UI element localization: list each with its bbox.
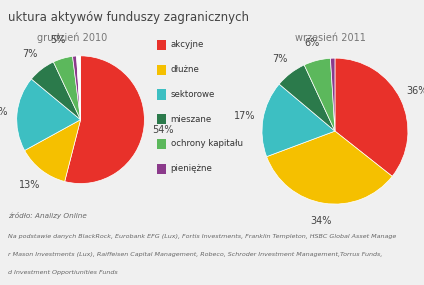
Text: ochrony kapitału: ochrony kapitału: [170, 139, 243, 148]
Wedge shape: [262, 84, 335, 157]
Wedge shape: [335, 58, 408, 176]
Text: 6%: 6%: [305, 38, 320, 48]
Text: 5%: 5%: [50, 35, 65, 45]
Text: grudzień 2010: grudzień 2010: [37, 32, 107, 43]
Text: dłużne: dłużne: [170, 65, 200, 74]
Text: 17%: 17%: [234, 111, 256, 121]
Bar: [156, 65, 166, 75]
Wedge shape: [53, 56, 81, 120]
Text: 54%: 54%: [152, 125, 174, 135]
Bar: [156, 40, 166, 50]
Wedge shape: [65, 56, 145, 184]
Wedge shape: [304, 58, 335, 131]
Text: Na podstawie danych BlackRock, Eurobank EFG (Lux), Fortis Investments, Franklin : Na podstawie danych BlackRock, Eurobank …: [8, 234, 397, 239]
Bar: [156, 114, 166, 124]
Wedge shape: [25, 120, 81, 182]
Text: źródło: Analizy Online: źródło: Analizy Online: [8, 212, 87, 219]
Text: wrzesień 2011: wrzesień 2011: [295, 33, 366, 43]
Text: uktura aktywów funduszy zagranicznych: uktura aktywów funduszy zagranicznych: [8, 11, 249, 24]
Text: pieniężne: pieniężne: [170, 164, 212, 173]
Wedge shape: [330, 58, 335, 131]
Text: mieszane: mieszane: [170, 115, 212, 124]
Text: 34%: 34%: [310, 216, 332, 226]
Text: 7%: 7%: [22, 49, 37, 59]
Text: 7%: 7%: [272, 54, 287, 64]
Text: akcyjne: akcyjne: [170, 40, 204, 49]
Wedge shape: [17, 79, 81, 150]
Wedge shape: [77, 56, 81, 120]
Bar: [156, 164, 166, 174]
Wedge shape: [73, 56, 81, 120]
Text: r Mason Investments (Lux), Raiffeisen Capital Management, Robeco, Schroder Inves: r Mason Investments (Lux), Raiffeisen Ca…: [8, 252, 383, 257]
Wedge shape: [279, 65, 335, 131]
Text: sektorowe: sektorowe: [170, 90, 215, 99]
Text: 13%: 13%: [19, 180, 40, 190]
Text: 12%: 12%: [0, 107, 8, 117]
Bar: [156, 139, 166, 149]
Wedge shape: [31, 62, 81, 120]
Wedge shape: [267, 131, 392, 204]
Text: 36%: 36%: [406, 86, 424, 96]
Bar: [156, 89, 166, 99]
Text: d Investment Opportiunities Funds: d Investment Opportiunities Funds: [8, 270, 118, 275]
